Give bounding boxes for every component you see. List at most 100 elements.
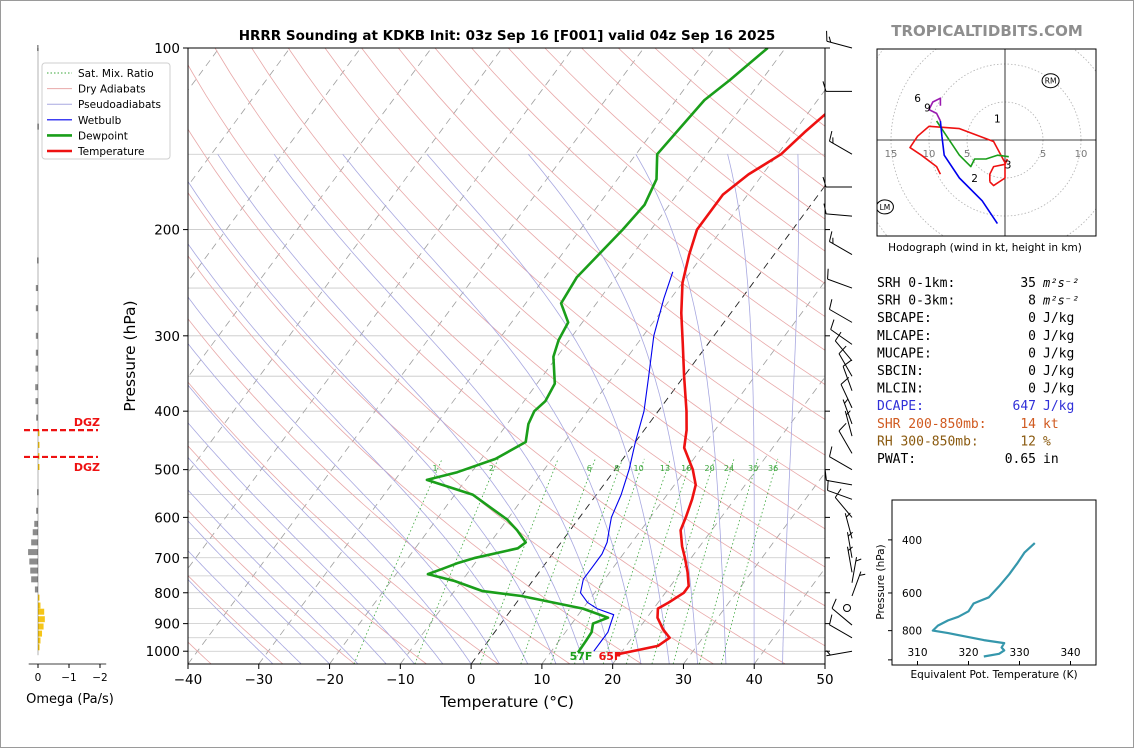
wind-barb (824, 469, 853, 486)
x-tick-label: 50 (816, 672, 833, 688)
omega-bar (38, 602, 41, 609)
stat-label: MUCAPE: (877, 346, 932, 361)
isotherm (0, 35, 17, 664)
dry-adiabat (471, 48, 825, 351)
wind-barb (851, 557, 862, 583)
omega-bar (31, 539, 38, 546)
omega-bar (34, 520, 38, 527)
stat-label: SHR 200-850mb: (877, 417, 987, 432)
isotherm (329, 48, 786, 664)
x-tick-label: 40 (746, 672, 763, 688)
stat-unit: J/kg (1043, 382, 1074, 397)
isotherm (188, 48, 433, 378)
y-tick-label: 200 (154, 223, 180, 239)
omega-panel: DGZ DGZ 0 −1 −2 (24, 45, 108, 684)
omega-bar (38, 594, 40, 601)
omega-bar (36, 414, 38, 421)
skewt-background (0, 35, 825, 664)
stat-label: SBCAPE: (877, 311, 932, 326)
theta-e-y-label: Pressure (hPa) (875, 544, 887, 619)
stat-label: MLCAPE: (877, 329, 932, 344)
omega-bar (35, 332, 38, 339)
dry-adiabat (188, 381, 499, 664)
hodograph-trace: 1 2 3 69 RM LM (877, 73, 1060, 225)
hodograph-rings: 15 10 5 5 10 (877, 49, 1096, 236)
moist-adiabat (188, 180, 557, 664)
theta-e-axes: 310 320 330 340 400 600 800 (888, 535, 1081, 665)
dry-adiabat (188, 255, 643, 664)
y-tick-label: 100 (154, 41, 180, 57)
stat-label: SBCIN: (877, 364, 924, 379)
isotherm (188, 48, 291, 187)
omega-tick-label: −1 (61, 672, 76, 684)
hodograph-segment (989, 158, 1009, 182)
hodograph-segment (928, 97, 942, 122)
mixing-ratio-label: 13 (660, 464, 670, 473)
dry-adiabat (188, 192, 714, 664)
dry-adiabat (188, 445, 427, 664)
mixing-ratio-label: 20 (705, 464, 715, 473)
moist-adiabat (188, 520, 330, 664)
omega-bar (34, 586, 38, 593)
calm-wind-marker (843, 604, 851, 612)
omega-bar (28, 549, 38, 556)
omega-bar (38, 637, 41, 644)
stat-value: 35 (1020, 276, 1036, 291)
x-tick-label: −30 (245, 672, 274, 688)
isotherm (188, 48, 503, 474)
mixing-ratio-label: 36 (768, 464, 778, 473)
hodograph-frame (876, 48, 1097, 237)
hodograph-height-label: 6 (914, 93, 921, 105)
isotherm (400, 89, 825, 664)
dry-adiabat (434, 48, 825, 386)
moist-adiabat (342, 153, 642, 664)
wind-barb (844, 410, 853, 437)
sounding-stats: SRH 0-1km: 35 m²s⁻² SRH 0-3km: 8 m²s⁻² SBCAPE:… (877, 276, 1079, 467)
stat-unit: % (1043, 434, 1051, 449)
moist-adiabat (188, 296, 500, 664)
omega-bar (35, 285, 38, 292)
x-axis-label: Temperature (°C) (439, 693, 574, 711)
omega-bar (29, 558, 38, 565)
stat-unit: in (1043, 452, 1059, 467)
y-tick-label: 600 (154, 510, 180, 526)
stat-value: 12 (1020, 434, 1036, 449)
theta-e-profile (931, 542, 1036, 658)
moist-adiabat (188, 243, 529, 664)
theta-e-y-tick-label: 400 (902, 535, 922, 547)
moist-adiabat (188, 456, 387, 664)
omega-bar (37, 45, 39, 51)
theta-e-line (931, 542, 1036, 658)
legend-box (41, 62, 171, 160)
dry-adiabat (188, 64, 825, 647)
mixing-ratio-line (550, 458, 623, 664)
y-tick-label: 300 (154, 329, 180, 345)
omega-bar (38, 630, 43, 637)
mixing-ratio-label: 16 (681, 464, 691, 473)
isotherm (188, 48, 574, 570)
profile-temperature (615, 112, 825, 656)
hodograph-caption: Hodograph (wind in kt, height in km) (888, 242, 1082, 254)
legend-label: Wetbulb (78, 115, 122, 127)
mixing-ratio-line (672, 458, 735, 664)
mixing-ratio-line (651, 458, 716, 664)
moist-adiabat (188, 422, 415, 664)
wind-barb (846, 531, 853, 558)
stat-unit: kt (1043, 417, 1059, 432)
stat-value: 0 (1028, 364, 1036, 379)
isotherm (188, 48, 645, 664)
mixing-ratio-label: 30 (748, 464, 758, 473)
stat-unit: J/kg (1043, 329, 1074, 344)
omega-bar (36, 507, 38, 514)
dry-adiabat (508, 48, 825, 318)
dry-adiabat (188, 575, 284, 664)
storm-motion-label: LM (880, 203, 891, 212)
theta-e-x-tick-label: 340 (1060, 647, 1080, 659)
theta-e-x-label: Equivalent Pot. Temperature (K) (910, 669, 1077, 681)
stat-label: RH 300-850mb: (877, 434, 979, 449)
mixing-ratio-line (721, 458, 779, 664)
mixing-ratio-label: 8 (614, 464, 619, 473)
wind-barb (826, 30, 853, 49)
omega-bar (37, 257, 39, 264)
dgz-label: DGZ (74, 416, 100, 429)
